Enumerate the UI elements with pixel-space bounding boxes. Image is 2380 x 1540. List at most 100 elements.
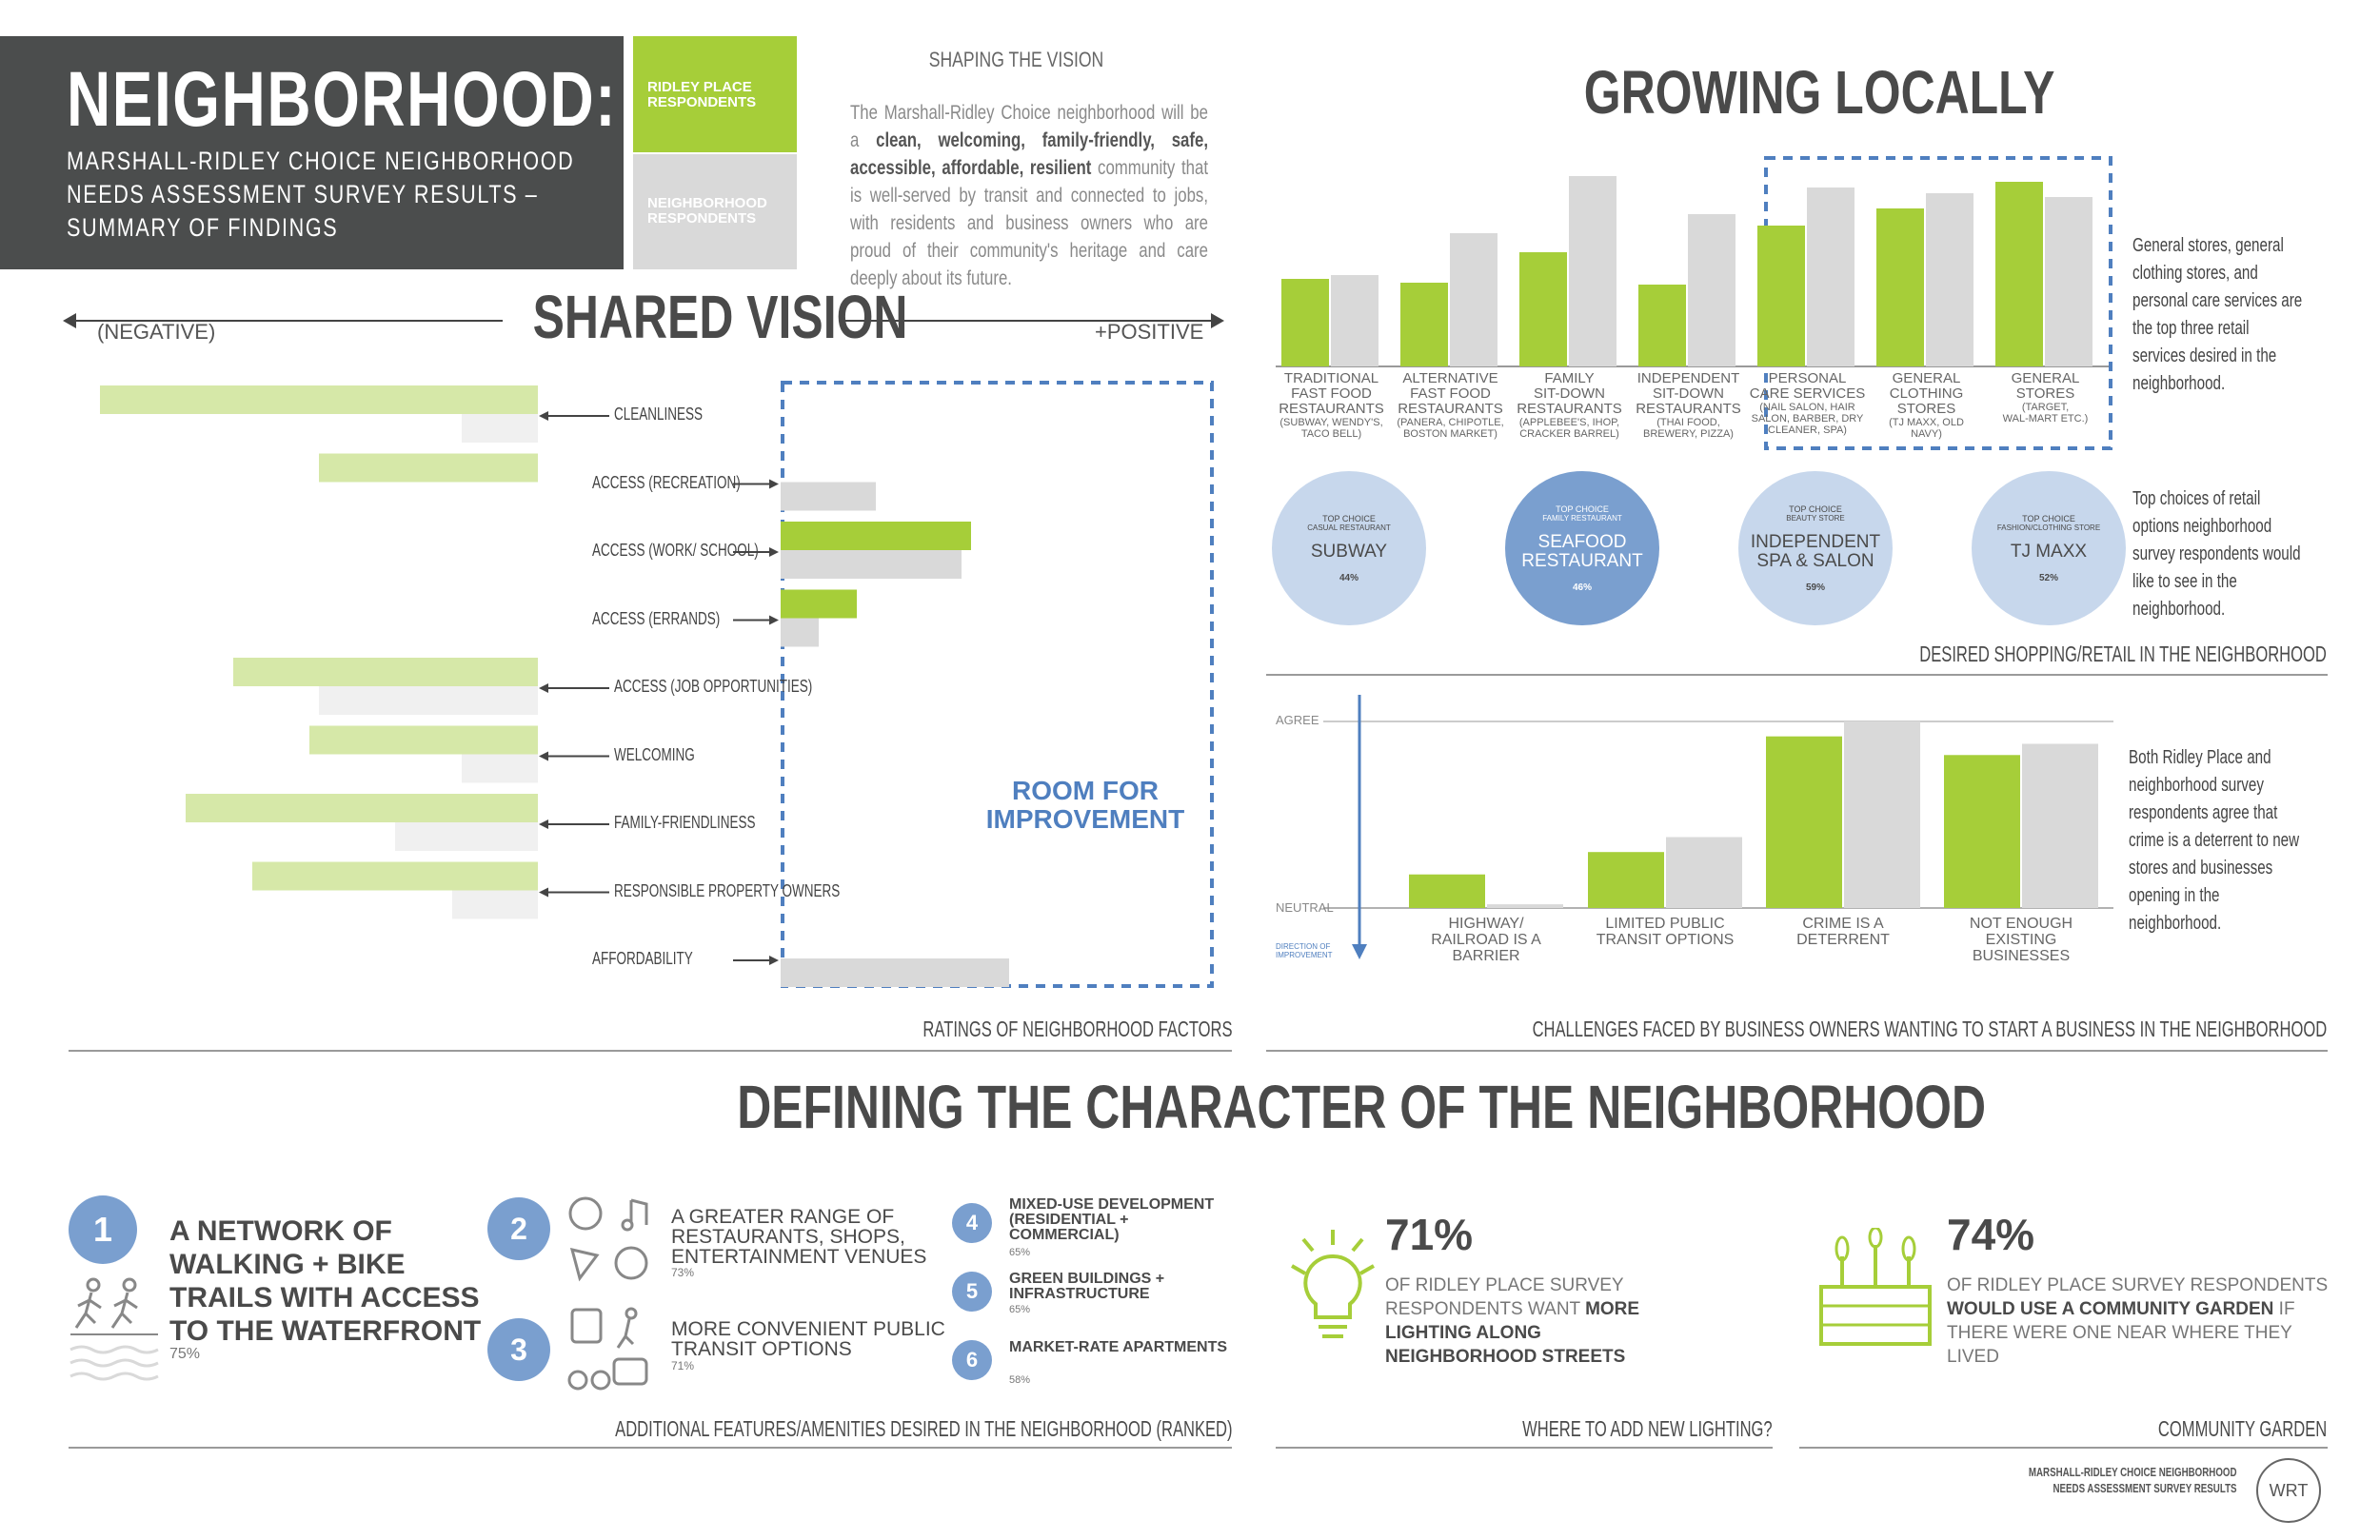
factor-bar-neighborhood (781, 550, 962, 579)
challenges-chart (1323, 695, 2113, 959)
positive-label: +POSITIVE (1095, 320, 1204, 344)
top-choice-circle: TOP CHOICE CASUAL RESTAURANT SUBWAY 44% (1272, 471, 1426, 625)
top-choice-type: FAMILY RESTAURANT (1542, 513, 1622, 523)
rank-5-badge: 5 (952, 1272, 992, 1312)
factor-pointer-icon (769, 547, 779, 557)
challenge-category-line: TRANSIT OPTIONS (1596, 932, 1735, 948)
feature-2-pct: 73% (671, 1266, 695, 1279)
challenges-caption: CHALLENGES FACED BY BUSINESS OWNERS WANT… (1532, 1017, 2327, 1041)
lighting-pct: 71% (1385, 1210, 1474, 1259)
factor-label: AFFORDABILITY (592, 949, 693, 968)
factor-pointer-icon (539, 411, 548, 421)
garden-icon (1819, 1228, 1932, 1346)
page-title: NEIGHBORHOOD: (67, 56, 618, 143)
top-choice-tag: TOP CHOICE (1322, 513, 1376, 523)
factor-bar-ridley (781, 589, 857, 619)
factor-bar-ridley (186, 794, 538, 822)
factor-bar-neighborhood (462, 754, 538, 783)
feature-4-label: MIXED-USE DEVELOPMENT (RESIDENTIAL + COM… (1009, 1196, 1215, 1243)
retail-category-sub: (THAI FOOD, (1656, 417, 1720, 428)
factor-pointer-icon (769, 956, 779, 965)
retail-bar-neighborhood (1807, 188, 1854, 366)
retail-category-label: ALTERNATIVE FAST FOOD RESTAURANTS (PANERA, … (1391, 371, 1510, 441)
top-choice-pct: 59% (1805, 582, 1825, 593)
retail-bar-ridley (1400, 283, 1448, 366)
factors-rule (69, 1050, 1232, 1052)
entertainment-icon (568, 1196, 648, 1282)
garden-text: OF RIDLEY PLACE SURVEY RESPONDENTS WOULD… (1947, 1275, 2329, 1367)
rank-3-badge: 3 (487, 1318, 550, 1381)
factor-bar-ridley (319, 453, 538, 483)
positive-axis-line (843, 320, 1214, 322)
factor-label: ACCESS (WORK/ SCHOOL) (592, 541, 759, 560)
page-subtitle: MARSHALL-RIDLEY CHOICE NEIGHBORHOOD NEED… (67, 147, 575, 242)
feature-3-label: MORE CONVENIENT PUBLIC TRANSIT OPTIONS (671, 1318, 945, 1360)
factor-label: WELCOMING (614, 744, 695, 764)
retail-category-main: SIT-DOWN (1653, 385, 1724, 402)
shaping-heading: SHAPING THE VISION (928, 48, 1104, 71)
factor-bar-neighborhood (462, 414, 538, 443)
challenge-bar-ridley (1766, 736, 1842, 908)
challenges-note: Both Ridley Place and neighborhood surve… (2129, 747, 2300, 934)
garden-rule (1799, 1447, 2328, 1449)
shaping-paragraph: The Marshall-Ridley Choice neighborhood … (850, 102, 1208, 289)
retail-category-main: STORES (2015, 385, 2075, 402)
challenge-bar-ridley (1588, 852, 1664, 908)
negative-arrow-icon (63, 313, 76, 328)
factor-bar-ridley (252, 861, 538, 891)
legend-ridley-swatch (633, 36, 797, 152)
challenge-category-line: EXISTING (1985, 932, 2057, 948)
legend-neighborhood-swatch (633, 154, 797, 269)
top-choice-name: TJ MAXX (2010, 541, 2088, 562)
feature-3-pct: 71% (671, 1359, 695, 1372)
lightbulb-icon (1291, 1230, 1375, 1338)
feature-1-label: A NETWORK OF WALKING + BIKE TRAILS WITH … (169, 1215, 482, 1347)
challenges-rule (1266, 1050, 2328, 1052)
top-choice-tag: TOP CHOICE (2022, 513, 2075, 523)
challenge-category-line: RAILROAD IS A (1431, 932, 1541, 948)
retail-category-main: GENERAL (2011, 370, 2080, 386)
challenge-category-line: HIGHWAY/ (1448, 916, 1524, 932)
retail-category-main: INDEPENDENT (1636, 370, 1740, 386)
retail-category-main: FAST FOOD (1410, 385, 1491, 402)
character-title: DEFINING THE CHARACTER OF THE NEIGHBORHO… (737, 1073, 1986, 1141)
top-choice-type: FASHION/CLOTHING STORE (1996, 523, 2101, 532)
header-box (0, 36, 624, 269)
neutral-label: NEUTRAL (1276, 900, 1334, 915)
retail-bar-neighborhood (1688, 214, 1735, 366)
retail-bar-ridley (1638, 285, 1686, 366)
retail-bar-neighborhood (1569, 176, 1616, 366)
retail-bar-neighborhood (1926, 193, 1973, 366)
challenge-bar-neighborhood (1666, 837, 1742, 908)
factor-bar-ridley (309, 725, 538, 755)
retail-bar-ridley (1995, 182, 2043, 366)
retail-category-main: PERSONAL (1768, 370, 1847, 386)
retail-category-main: RESTAURANTS (1636, 401, 1741, 417)
retail-category-main: FAST FOOD (1291, 385, 1372, 402)
top-choice-pct: 52% (2038, 572, 2058, 583)
legend-ridley-label: RIDLEY PLACE RESPONDENTS (647, 79, 757, 110)
retail-bar-ridley (1519, 252, 1567, 366)
retail-category-main: RESTAURANTS (1279, 401, 1384, 417)
challenge-category-label: HIGHWAY/RAILROAD IS A BARRIER (1399, 916, 1573, 964)
factors-caption: RATINGS OF NEIGHBORHOOD FACTORS (922, 1017, 1233, 1041)
retail-category-main: STORES (1896, 401, 1956, 417)
direction-label: DIRECTION OF IMPROVEMENT (1276, 942, 1333, 959)
retail-category-main: CARE SERVICES (1749, 385, 1866, 402)
factors-chart (100, 381, 1214, 988)
challenge-category-line: LIMITED PUBLIC (1605, 916, 1725, 932)
challenge-category-label: LIMITED PUBLIC TRANSIT OPTIONS (1578, 916, 1752, 948)
retail-category-sub: NAVY) (1911, 428, 1942, 440)
retail-category-main: SIT-DOWN (1534, 385, 1605, 402)
retail-rule (1266, 674, 2328, 676)
challenge-bar-neighborhood (1487, 904, 1563, 908)
retail-category-label: GENERAL CLOTHING STORES (TJ MAXX, OLD NAVY) (1867, 371, 1986, 441)
retail-category-sub: (NAIL SALON, HAIR (1759, 402, 1855, 413)
feature-6-label: MARKET-RATE APARTMENTS (1009, 1339, 1228, 1355)
retail-category-main: RESTAURANTS (1517, 401, 1622, 417)
feature-5-pct: 65% (1009, 1304, 1031, 1315)
factor-bar-ridley (233, 658, 538, 686)
feature-5-label: GREEN BUILDINGS + INFRASTRUCTURE (1009, 1271, 1165, 1302)
transit-icon (567, 1307, 648, 1391)
challenge-bar-neighborhood (1844, 721, 1920, 908)
